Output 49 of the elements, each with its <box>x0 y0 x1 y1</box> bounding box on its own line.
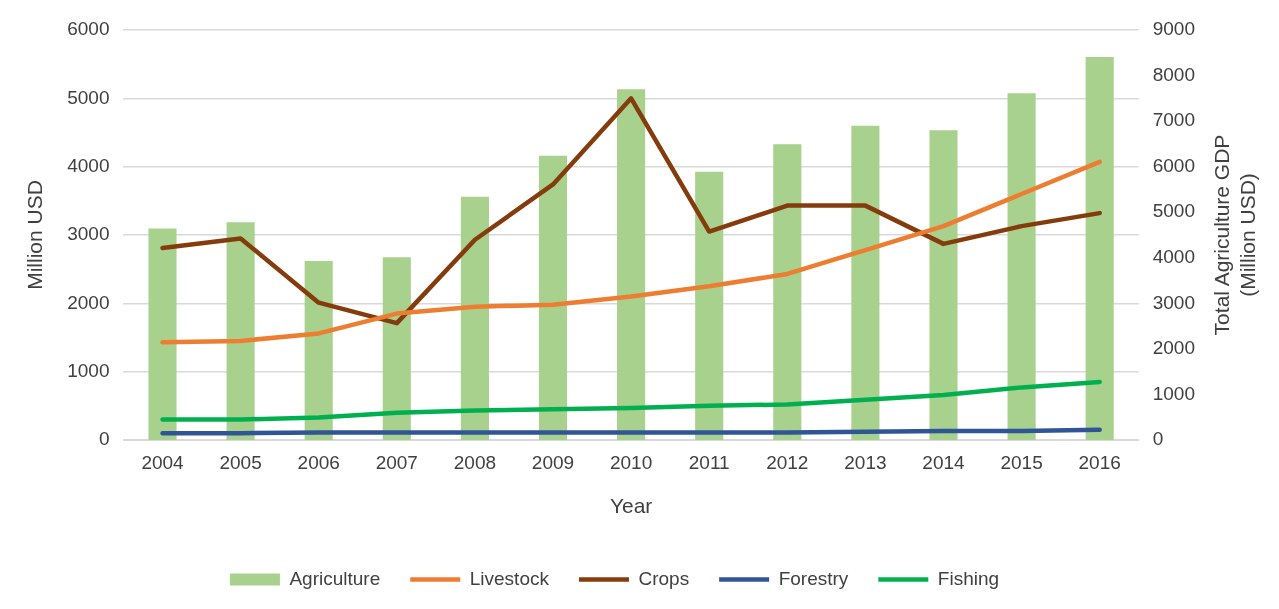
bar <box>1085 56 1114 440</box>
legend-label: Crops <box>638 567 690 589</box>
x-tick-label: 2015 <box>1000 451 1043 473</box>
y-tick-label: 1000 <box>67 359 110 381</box>
y2-tick-label: 8000 <box>1152 63 1196 85</box>
x-axis-title: Year <box>609 494 653 518</box>
x-tick-label: 2010 <box>609 451 653 473</box>
y-tick-label: 2000 <box>67 291 110 313</box>
bar <box>617 89 646 440</box>
bar <box>773 144 802 440</box>
y2-tick-label: 5000 <box>1152 200 1196 222</box>
y-axis-title: Million USD <box>23 180 47 290</box>
y-tick-label: 5000 <box>67 86 110 108</box>
y2-tick-label: 6000 <box>1152 154 1196 176</box>
y2-tick-label: 7000 <box>1152 109 1196 131</box>
x-tick-label: 2007 <box>375 451 418 473</box>
x-tick-label: 2011 <box>688 451 730 473</box>
bar <box>695 171 724 440</box>
x-tick-label: 2012 <box>766 451 809 473</box>
y2-tick-label: 3000 <box>1152 291 1196 313</box>
legend-label: Agriculture <box>289 567 381 589</box>
x-tick-label: 2014 <box>922 451 966 473</box>
legend-label: Livestock <box>469 567 550 589</box>
x-tick-label: 2013 <box>844 451 887 473</box>
x-tick-label: 2008 <box>453 451 497 473</box>
legend-label: Forestry <box>778 567 849 589</box>
bar <box>460 196 489 440</box>
x-tick-label: 2005 <box>219 451 262 473</box>
bar <box>1007 93 1036 440</box>
y2-tick-label: 0 <box>1152 428 1164 450</box>
y2-tick-label: 1000 <box>1152 382 1196 404</box>
bar <box>929 130 958 440</box>
bar <box>226 222 255 440</box>
y2-axis-title: Total Agriculture GDP (Million USD) <box>1209 134 1259 336</box>
y-tick-label: 4000 <box>67 154 110 176</box>
x-tick-label: 2009 <box>531 451 575 473</box>
y-tick-label: 6000 <box>67 18 110 40</box>
legend-label: Fishing <box>937 567 1000 589</box>
bar <box>851 125 880 440</box>
y-tick-label: 3000 <box>67 223 110 245</box>
x-tick-label: 2006 <box>297 451 340 473</box>
bar <box>148 228 177 440</box>
y2-tick-label: 2000 <box>1152 337 1196 359</box>
x-tick-label: 2016 <box>1078 451 1121 473</box>
x-tick-label: 2004 <box>141 451 185 473</box>
y2-tick-label: 9000 <box>1152 18 1196 40</box>
bar <box>538 155 568 440</box>
y2-tick-label: 4000 <box>1152 246 1196 268</box>
y-tick-label: 0 <box>98 428 110 450</box>
